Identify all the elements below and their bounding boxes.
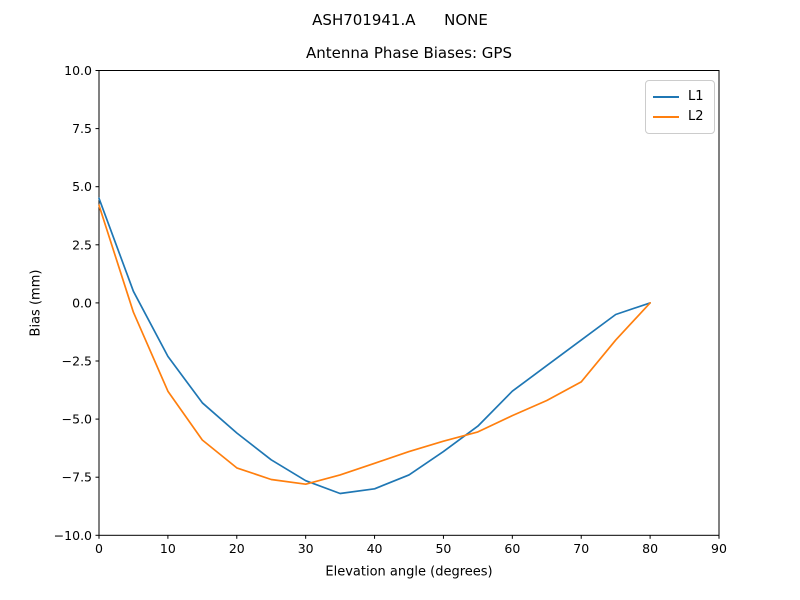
l2-line-swatch [653,116,679,118]
legend-item-l2: L2 [653,107,706,127]
axes-title: Antenna Phase Biases: GPS [306,44,512,62]
x-tick-label: 90 [711,541,727,556]
l1-line-swatch [653,96,679,98]
legend: L1 L2 [645,80,715,134]
x-tick-label: 20 [229,541,245,556]
y-tick-label: 5.0 [72,179,92,194]
x-tick-label: 80 [642,541,658,556]
chart-line-l1 [98,197,651,495]
y-tick-label: −7.5 [62,470,92,485]
y-tick-label: 0.0 [72,295,92,310]
y-tick-label: −10.0 [54,528,92,543]
legend-item-l1: L1 [653,87,706,107]
y-tick-label: 10.0 [64,63,92,78]
y-tick-label: −5.0 [62,412,92,427]
x-tick-label: 0 [95,541,103,556]
x-tick-label: 30 [298,541,314,556]
x-tick-label: 60 [504,541,520,556]
chart-line-l2 [98,204,651,486]
x-tick-label: 40 [367,541,383,556]
x-tick-label: 70 [573,541,589,556]
axes-spines [98,70,720,536]
y-tick-label: 2.5 [72,237,92,252]
x-tick-label: 10 [160,541,176,556]
x-axis-label: Elevation angle (degrees) [325,564,493,580]
y-tick-label: −2.5 [62,354,92,369]
legend-label-l1: L1 [688,89,704,104]
x-tick-label: 50 [435,541,451,556]
y-tick-label: 7.5 [72,121,92,136]
legend-label-l2: L2 [688,109,704,124]
figure-suptitle: ASH701941.A NONE [312,11,488,29]
